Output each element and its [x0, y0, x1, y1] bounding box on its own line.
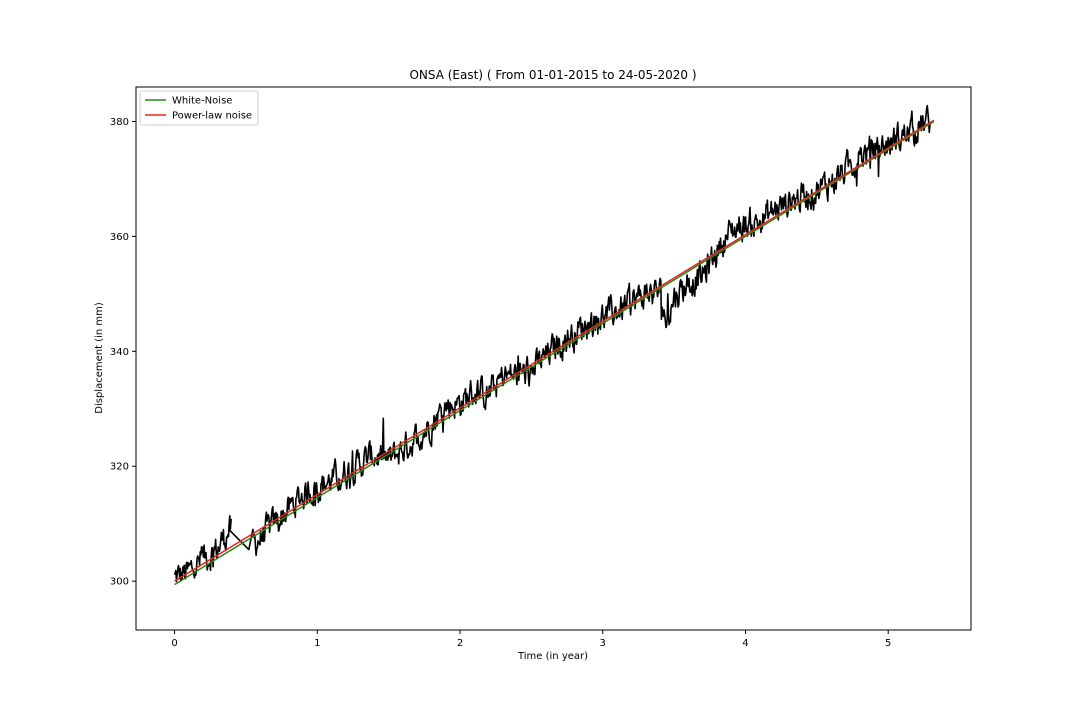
x-axis-ticks: 0 1 2 3 4 5: [171, 630, 891, 649]
plot-area: [135, 86, 972, 631]
plot-frame: [135, 86, 972, 631]
y-tick-label: 380: [110, 117, 129, 128]
x-tick-label: 5: [885, 638, 891, 649]
y-axis-ticks: 300 320 340 360 380: [110, 117, 136, 588]
legend-label-power-law: Power-law noise: [172, 111, 252, 122]
y-axis-label: Displacement (in mm): [94, 302, 105, 414]
series-line-observed: [173, 104, 932, 583]
series-line-power-law: [174, 119, 935, 582]
y-tick-label: 360: [110, 232, 129, 243]
series-line-white-noise: [174, 120, 935, 586]
x-axis-label: Time (in year): [517, 651, 588, 662]
series-layer: [173, 104, 935, 586]
legend-box: [139, 90, 259, 126]
y-tick-label: 300: [110, 577, 129, 588]
x-tick-label: 4: [742, 638, 748, 649]
chart-title: ONSA (East) ( From 01-01-2015 to 24-05-2…: [409, 68, 696, 82]
x-tick-label: 2: [457, 638, 463, 649]
x-tick-label: 3: [600, 638, 606, 649]
x-tick-label: 1: [314, 638, 320, 649]
y-tick-label: 320: [110, 462, 129, 473]
legend: White-Noise Power-law noise: [139, 90, 259, 126]
y-tick-label: 340: [110, 347, 129, 358]
x-tick-label: 0: [171, 638, 177, 649]
legend-label-white-noise: White-Noise: [172, 96, 232, 107]
